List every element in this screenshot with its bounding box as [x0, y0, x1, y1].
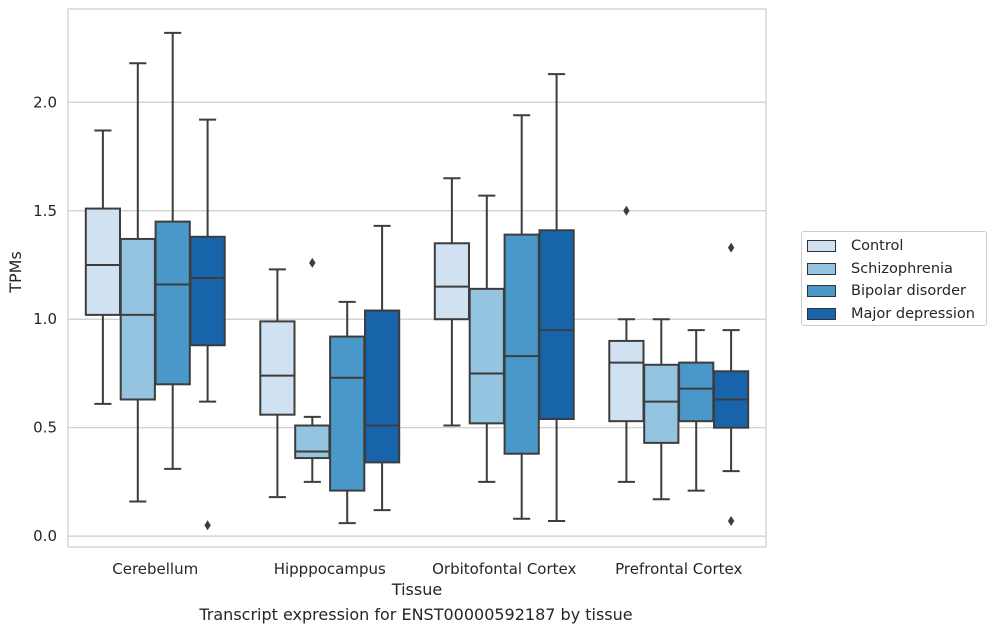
legend-swatch	[807, 240, 836, 253]
legend-label: Control	[851, 238, 904, 255]
y-tick-label: 0.5	[33, 419, 57, 437]
box-bipolar-disorder	[678, 329, 715, 492]
box-iqr	[329, 335, 366, 492]
figure-caption: Transcript expression for ENST0000059218…	[199, 605, 633, 624]
box-iqr	[259, 320, 296, 416]
box-iqr	[433, 242, 471, 321]
box-schizophrenia	[643, 318, 680, 501]
box-iqr	[363, 309, 401, 464]
box-schizophrenia	[468, 194, 505, 483]
box-iqr	[538, 229, 575, 421]
legend-label: Bipolar disorder	[851, 283, 966, 300]
y-tick-label: 0.0	[33, 527, 57, 545]
x-axis-label: Tissue	[391, 580, 442, 599]
outlier-point	[309, 257, 316, 268]
outlier-point	[727, 242, 735, 253]
box-iqr	[294, 424, 331, 460]
outlier-point	[204, 520, 211, 531]
legend-item: Major depression	[807, 303, 986, 326]
y-tick-labels: 0.0 0.5 1.0 1.5 2.0	[33, 93, 57, 545]
x-tick-labels: Cerebellum Hipppocampus Orbitofontal Corte…	[112, 560, 742, 578]
box-iqr	[643, 363, 680, 444]
legend-item: Bipolar disorder	[807, 280, 986, 303]
box-iqr	[608, 339, 645, 423]
legend-item: Schizophrenia	[807, 258, 986, 281]
legend-swatch	[807, 262, 836, 275]
outlier-point	[727, 515, 735, 526]
y-tick-label: 1.0	[33, 310, 57, 328]
box-control	[259, 268, 296, 499]
box-iqr	[84, 207, 122, 316]
legend-item: Control	[807, 235, 986, 258]
y-tick-label: 2.0	[33, 93, 57, 111]
plot-frame	[67, 8, 767, 548]
box-iqr	[678, 361, 715, 423]
box-major-depression	[363, 224, 401, 512]
y-tick-label: 1.5	[33, 202, 57, 220]
box-bipolar-disorder	[154, 31, 191, 470]
box-iqr	[189, 235, 226, 347]
legend: Control Schizophrenia Bipolar disorder Majo…	[801, 231, 987, 326]
box-series	[84, 31, 750, 531]
legend-swatch	[807, 285, 836, 298]
box-control	[433, 177, 471, 427]
box-major-depression	[189, 118, 226, 531]
box-iqr	[468, 287, 505, 425]
box-schizophrenia	[294, 257, 331, 483]
box-schizophrenia	[119, 62, 156, 503]
box-major-depression	[712, 242, 750, 526]
box-iqr	[119, 237, 156, 401]
outlier-point	[623, 205, 630, 216]
legend-label: Major depression	[851, 305, 975, 322]
x-tick-label: Cerebellum	[112, 560, 198, 578]
box-control	[608, 205, 645, 483]
box-major-depression	[538, 73, 575, 522]
legend-label: Schizophrenia	[851, 260, 953, 277]
box-iqr	[503, 233, 540, 455]
x-tick-label: Orbitofontal Cortex	[432, 560, 576, 578]
box-bipolar-disorder	[329, 300, 366, 525]
legend-swatch	[807, 307, 836, 320]
x-tick-label: Hipppocampus	[274, 560, 386, 578]
x-tick-label: Prefrontal Cortex	[615, 560, 742, 578]
box-iqr	[154, 220, 191, 386]
box-control	[84, 129, 122, 405]
y-axis-label: TPMs	[6, 251, 25, 294]
box-bipolar-disorder	[503, 114, 540, 520]
